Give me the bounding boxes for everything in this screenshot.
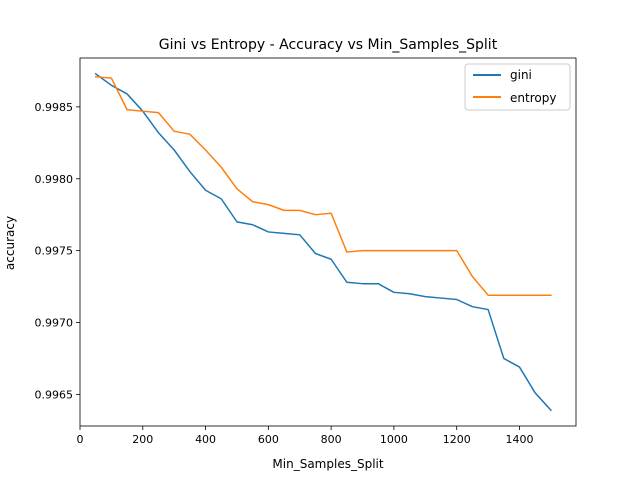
x-tick-label: 200 — [132, 433, 153, 446]
x-tick-label: 1200 — [443, 433, 471, 446]
series-line-gini — [94, 72, 552, 412]
x-tick-label: 1000 — [380, 433, 408, 446]
legend: gini entropy — [464, 63, 571, 111]
x-tick-label: 800 — [321, 433, 342, 446]
plot-area — [79, 57, 577, 427]
y-tick-label: 0.9980 — [35, 173, 74, 186]
chart-title: Gini vs Entropy - Accuracy vs Min_Sample… — [159, 37, 498, 53]
x-axis: 0 200 400 600 800 1000 1200 1400 — [77, 426, 533, 446]
x-tick-label: 400 — [195, 433, 216, 446]
y-tick-label: 0.9970 — [35, 317, 74, 330]
series-line-entropy — [94, 75, 552, 296]
y-axis-label: accuracy — [3, 216, 17, 270]
x-tick-label: 1400 — [505, 433, 533, 446]
y-tick-label: 0.9975 — [35, 245, 74, 258]
y-tick-label: 0.9985 — [35, 101, 74, 114]
x-tick-label: 0 — [77, 433, 84, 446]
x-tick-label: 600 — [258, 433, 279, 446]
legend-label-entropy: entropy — [510, 91, 556, 105]
y-tick-label: 0.9965 — [35, 388, 74, 401]
legend-label-gini: gini — [510, 68, 532, 82]
x-axis-label: Min_Samples_Split — [272, 457, 383, 471]
plot-frame — [79, 57, 577, 427]
y-axis: 0.9965 0.9970 0.9975 0.9980 0.9985 — [35, 101, 80, 401]
